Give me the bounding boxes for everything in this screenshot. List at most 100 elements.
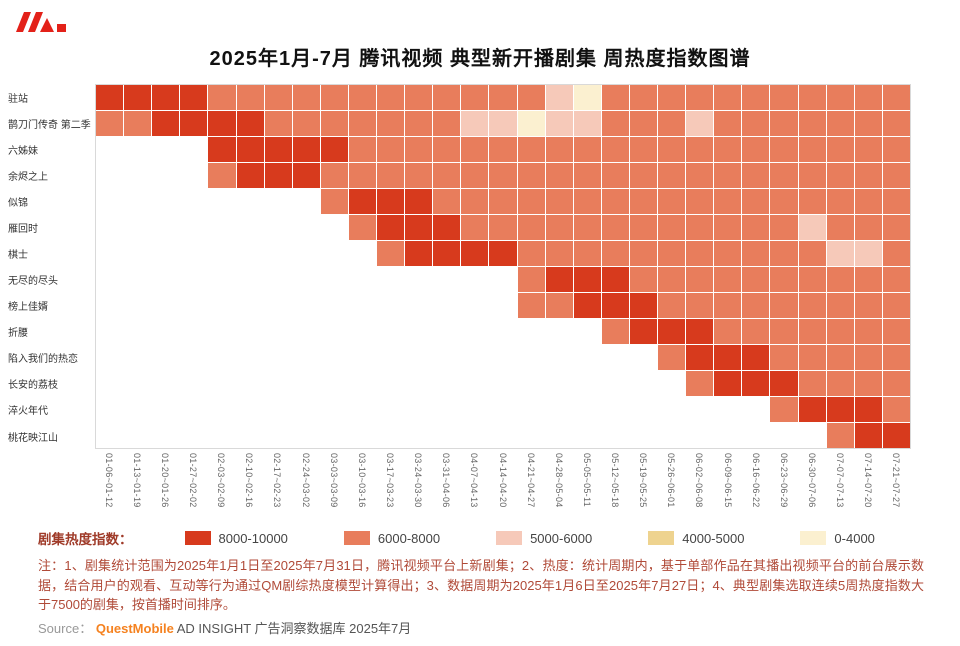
heatmap-cell xyxy=(882,163,910,188)
heatmap-cell xyxy=(742,267,770,292)
heatmap-cell xyxy=(152,293,180,318)
heatmap-cell xyxy=(714,345,742,370)
heatmap-cell xyxy=(208,397,236,422)
heatmap-cell xyxy=(292,293,320,318)
heatmap-cell xyxy=(517,267,545,292)
heatmap-cell xyxy=(405,293,433,318)
heatmap-cell xyxy=(180,241,208,266)
heatmap-cell xyxy=(348,345,377,370)
column-label: 04-14~04-20 xyxy=(497,453,508,508)
heatmap-cell xyxy=(854,111,882,136)
heatmap-cell xyxy=(826,293,854,318)
heatmap-cell xyxy=(714,215,742,240)
heatmap-cell xyxy=(208,85,236,110)
heatmap-cell xyxy=(714,267,742,292)
heatmap-cell xyxy=(180,397,208,422)
heatmap-cell xyxy=(686,345,714,370)
heatmap-cell xyxy=(798,241,826,266)
heatmap-cell xyxy=(601,241,629,266)
heatmap-cell xyxy=(461,137,489,162)
heatmap-cell xyxy=(208,241,236,266)
column-label: 06-16~06-22 xyxy=(750,453,761,508)
heatmap-cell xyxy=(124,189,152,214)
heatmap-cell xyxy=(854,319,882,344)
heatmap-cell xyxy=(377,371,405,396)
heatmap-cell xyxy=(96,345,124,370)
legend: 剧集热度指数： 8000-10000 6000-8000 5000-6000 4000… xyxy=(38,528,931,548)
heatmap-cell xyxy=(264,397,292,422)
heatmap-cell xyxy=(124,111,152,136)
heatmap-cell xyxy=(714,371,742,396)
heatmap-cell xyxy=(292,267,320,292)
heatmap-cell xyxy=(882,293,910,318)
heatmap-cell xyxy=(489,137,517,162)
heatmap-cell xyxy=(629,423,658,448)
heatmap-cell xyxy=(348,85,377,110)
column-label: 05-05~05-11 xyxy=(581,453,592,507)
heatmap-cell xyxy=(96,85,124,110)
heatmap-cell xyxy=(208,423,236,448)
heatmap-cell xyxy=(854,189,882,214)
heatmap-cell xyxy=(405,85,433,110)
heatmap-cell xyxy=(658,85,686,110)
heatmap-cell xyxy=(208,215,236,240)
heatmap-cell xyxy=(601,137,629,162)
column-label: 03-03~03-09 xyxy=(328,453,339,508)
heatmap-cell xyxy=(489,319,517,344)
column-label: 03-24~03-30 xyxy=(413,453,424,508)
heatmap-cell xyxy=(601,423,629,448)
heatmap-cell xyxy=(152,137,180,162)
heatmap-cell xyxy=(489,163,517,188)
heatmap-cell xyxy=(348,111,377,136)
heatmap-cell xyxy=(264,137,292,162)
heatmap-cell xyxy=(629,293,658,318)
heatmap-cell xyxy=(320,319,348,344)
heatmap-cell xyxy=(573,85,601,110)
column-label: 01-20~01-26 xyxy=(159,453,170,508)
heatmap-cell xyxy=(686,241,714,266)
column-label: 07-21~07-27 xyxy=(891,453,902,508)
row-label: 淬火年代 xyxy=(8,406,48,418)
heatmap-cell xyxy=(236,267,264,292)
heatmap-cell xyxy=(601,85,629,110)
heatmap-cell xyxy=(854,215,882,240)
heatmap-cell xyxy=(433,267,461,292)
heatmap-cell xyxy=(601,345,629,370)
heatmap-cell xyxy=(826,215,854,240)
heatmap-cell xyxy=(798,371,826,396)
heatmap-cell xyxy=(264,85,292,110)
row-label: 雁回时 xyxy=(8,223,38,235)
heatmap-cell xyxy=(433,189,461,214)
heatmap-cell xyxy=(96,163,124,188)
heatmap-cell xyxy=(208,137,236,162)
source-suffix: AD INSIGHT 广告洞察数据库 2025年7月 xyxy=(176,621,412,636)
heatmap-cell xyxy=(96,371,124,396)
heatmap-cell xyxy=(686,189,714,214)
heatmap-cell xyxy=(770,241,798,266)
heatmap-cell xyxy=(658,345,686,370)
heatmap-cell xyxy=(320,85,348,110)
heatmap-cell xyxy=(601,397,629,422)
heatmap-cell xyxy=(208,111,236,136)
heatmap-cell xyxy=(658,319,686,344)
heatmap-cell xyxy=(517,137,545,162)
heatmap-cell xyxy=(545,163,573,188)
heatmap-cell xyxy=(96,423,124,448)
heatmap-cell xyxy=(882,85,910,110)
heatmap-cell xyxy=(461,215,489,240)
heatmap-cell xyxy=(348,397,377,422)
heatmap-cell xyxy=(686,163,714,188)
heatmap-cell xyxy=(798,397,826,422)
heatmap-cell xyxy=(601,267,629,292)
heatmap-cell xyxy=(208,345,236,370)
heatmap-cell xyxy=(714,423,742,448)
heatmap-cell xyxy=(854,371,882,396)
heatmap-cell xyxy=(686,111,714,136)
row-label: 陷入我们的热恋 xyxy=(8,354,78,366)
heatmap-cell xyxy=(433,371,461,396)
heatmap-cell xyxy=(208,319,236,344)
heatmap-cell xyxy=(377,345,405,370)
heatmap-cell xyxy=(433,137,461,162)
heatmap-cell xyxy=(854,423,882,448)
heatmap-cell xyxy=(798,319,826,344)
